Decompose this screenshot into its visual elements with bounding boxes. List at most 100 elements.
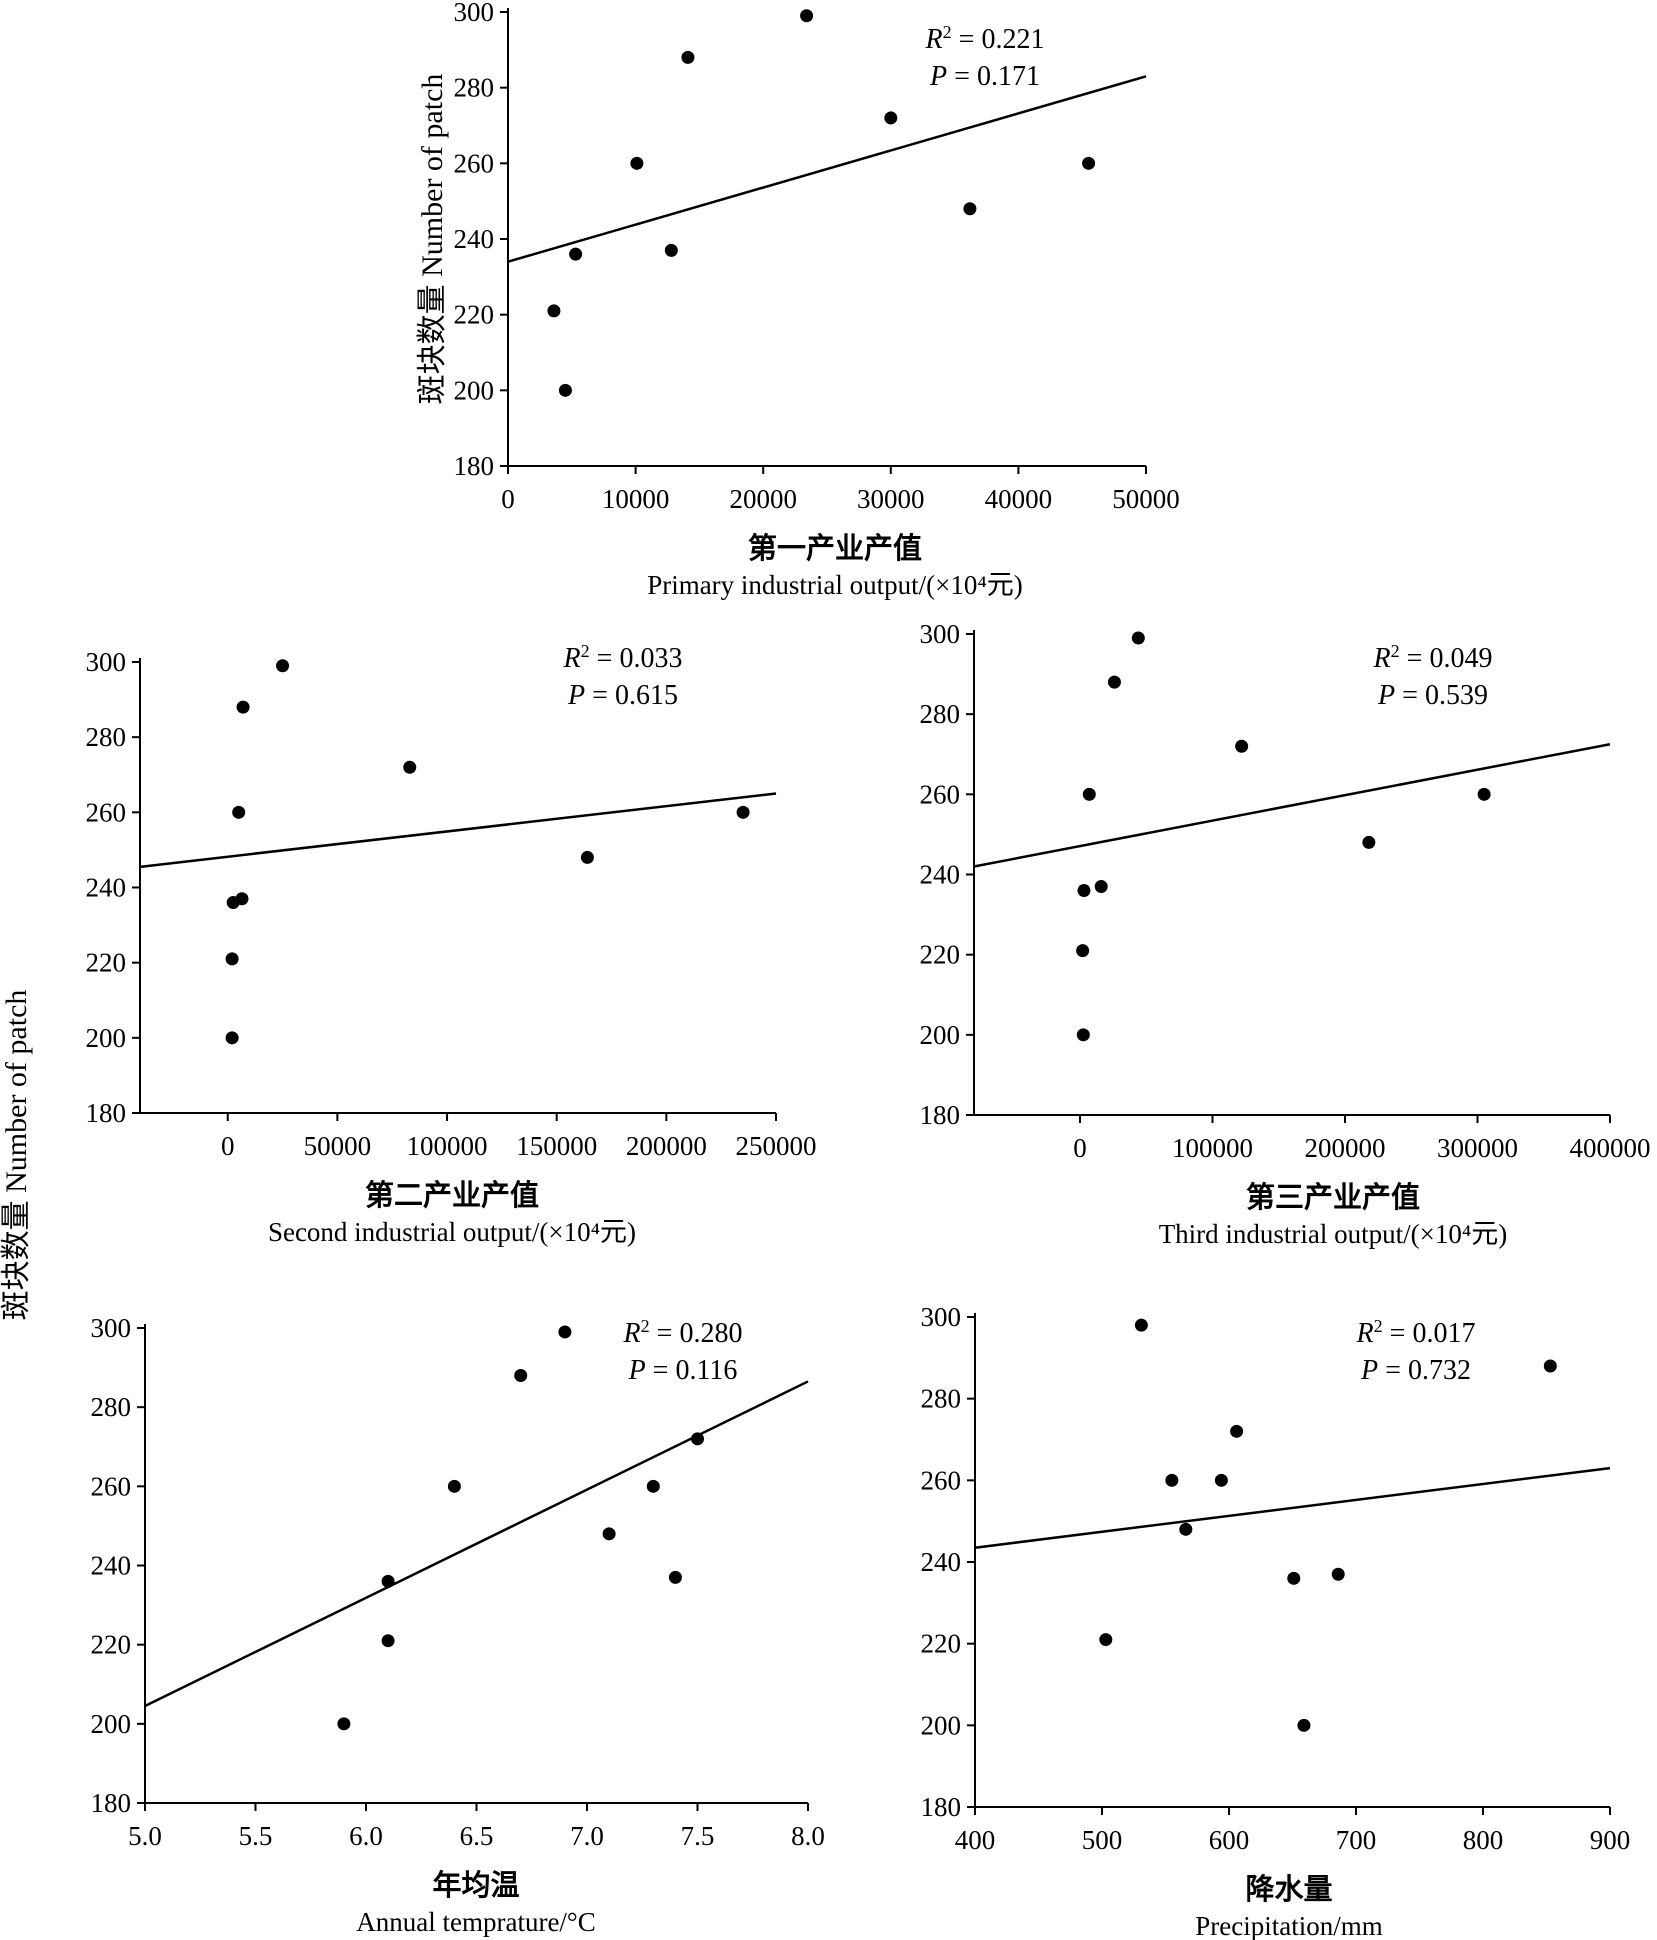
data-point — [1094, 880, 1108, 894]
p-symbol: P — [1360, 1355, 1378, 1386]
r-squared-label: R2 = 0.049 — [1373, 641, 1493, 674]
x-tick-label: 150000 — [516, 1131, 597, 1161]
y-tick-label: 220 — [86, 948, 127, 978]
data-point — [276, 659, 290, 673]
shared-y-axis-label: 斑块数量 Number of patch — [0, 990, 33, 1321]
data-point — [602, 1527, 616, 1541]
p-symbol: P — [628, 1355, 646, 1386]
data-point — [1082, 156, 1096, 170]
x-tick-label: 400 — [955, 1825, 996, 1855]
chart-2: 180 200 220 240 260 280 300 0 50000 100000 150000 2… — [86, 641, 817, 1247]
x-tick-label: 10000 — [602, 484, 670, 514]
data-point — [569, 247, 583, 261]
y-tick-label: 220 — [921, 1629, 962, 1659]
x-tick-label: 0 — [1073, 1133, 1087, 1163]
data-point — [547, 304, 561, 318]
y-tick-label: 240 — [91, 1551, 132, 1581]
x-axis-label-en: Annual temprature/°C — [356, 1907, 595, 1937]
data-point — [1077, 884, 1091, 898]
chart-4: 180 200 220 240 260 280 300 5.0 5.5 6.0 6.5 7.0 7.5 8… — [91, 1313, 825, 1937]
x-tick-label: 600 — [1209, 1825, 1250, 1855]
y-tick-label: 220 — [920, 940, 961, 970]
y-tick-label: 300 — [91, 1313, 132, 1343]
x-tick-label: 7.5 — [681, 1821, 715, 1851]
y-tick-label: 260 — [86, 797, 127, 827]
r-superscript: 2 — [1374, 1316, 1383, 1336]
y-tick-label: 260 — [921, 1465, 962, 1495]
x-tick-label: 900 — [1590, 1825, 1631, 1855]
p-value: = 0.539 — [1395, 680, 1488, 711]
y-tick-label: 240 — [921, 1547, 962, 1577]
y-tick-label: 260 — [454, 148, 495, 178]
y-tick-label: 180 — [86, 1098, 127, 1128]
y-axis-label: 斑块数量 Number of patch — [416, 74, 449, 405]
y-tick-label: 300 — [920, 619, 961, 649]
y-tick-label: 220 — [91, 1630, 132, 1660]
y-tick-label: 200 — [454, 375, 495, 405]
x-axis-label-en: Second industrial output/(×10⁴元) — [268, 1217, 636, 1247]
data-point — [630, 156, 644, 170]
r-squared-value: = 0.033 — [590, 643, 683, 674]
p-symbol: P — [1377, 680, 1395, 711]
fit-line — [973, 743, 1611, 868]
data-point — [1099, 1633, 1113, 1647]
data-point — [381, 1634, 395, 1648]
y-tick-label: 180 — [91, 1788, 132, 1818]
data-point — [558, 383, 572, 397]
p-value-label: P = 0.539 — [1377, 680, 1488, 711]
chart-1: 180 200 220 240 260 280 300 0 10000 20000 30000 400… — [416, 0, 1180, 600]
data-point — [580, 850, 594, 864]
y-tick-label: 280 — [91, 1392, 132, 1422]
r-squared-value: = 0.221 — [952, 24, 1045, 55]
data-point — [1076, 944, 1090, 958]
r-squared-value: = 0.280 — [650, 1318, 743, 1349]
data-point — [691, 1432, 704, 1446]
r-symbol: R — [925, 24, 943, 55]
p-symbol: P — [567, 680, 585, 711]
x-tick-label: 700 — [1336, 1825, 1377, 1855]
chart-3: 180 200 220 240 260 280 300 0 100000 200000 300000… — [920, 619, 1651, 1249]
y-tick-label: 280 — [86, 722, 127, 752]
chart-5: 180 200 220 240 260 280 300 400 500 600 700 800 900 R… — [921, 1302, 1631, 1940]
p-value: = 0.615 — [585, 680, 678, 711]
r-squared-label: R2 = 0.221 — [925, 22, 1045, 55]
x-tick-label: 5.5 — [239, 1821, 273, 1851]
p-value-label: P = 0.116 — [628, 1355, 738, 1386]
x-tick-label: 30000 — [857, 484, 925, 514]
r-squared-label: R2 = 0.033 — [563, 641, 683, 674]
data-point — [1477, 787, 1491, 801]
x-tick-label: 200000 — [626, 1131, 707, 1161]
data-point — [1165, 1473, 1179, 1487]
data-point — [1134, 1318, 1148, 1332]
data-point — [1297, 1718, 1311, 1732]
r-superscript: 2 — [943, 22, 952, 42]
y-tick-label: 200 — [921, 1710, 962, 1740]
x-axis-label-en: Primary industrial output/(×10⁴元) — [647, 570, 1023, 600]
x-tick-label: 100000 — [407, 1131, 488, 1161]
y-tick-label: 300 — [454, 0, 495, 27]
data-point — [884, 111, 898, 125]
y-tick-label: 280 — [921, 1384, 962, 1414]
data-point — [1076, 1028, 1090, 1042]
x-tick-label: 5.0 — [128, 1821, 162, 1851]
data-point — [337, 1717, 351, 1731]
x-axis-label-cn: 年均温 — [432, 1868, 519, 1902]
x-tick-label: 200000 — [1305, 1133, 1386, 1163]
fit-line — [144, 1380, 809, 1708]
data-point — [1107, 675, 1121, 689]
fit-line — [139, 792, 777, 869]
data-point — [232, 805, 246, 819]
data-point — [225, 952, 239, 966]
x-tick-label: 50000 — [1112, 484, 1180, 514]
data-point — [1235, 739, 1249, 753]
y-tick-label: 240 — [920, 860, 961, 890]
data-point — [381, 1574, 395, 1588]
data-point — [1082, 787, 1096, 801]
y-tick-label: 200 — [91, 1709, 132, 1739]
data-point — [800, 9, 814, 23]
data-point — [1331, 1567, 1345, 1581]
data-point — [558, 1325, 572, 1339]
y-tick-label: 180 — [454, 451, 495, 481]
data-point — [1131, 631, 1145, 645]
y-tick-label: 180 — [921, 1792, 962, 1822]
